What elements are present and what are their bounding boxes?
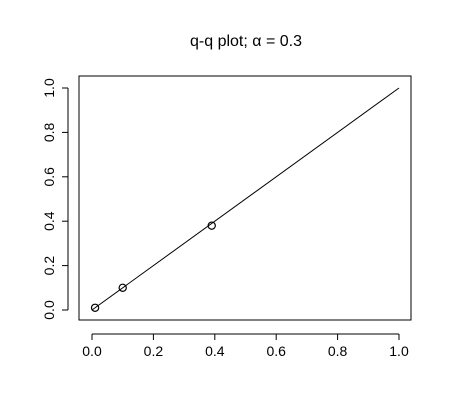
x-tick-label: 0.0 — [82, 343, 102, 359]
reference-line-group — [92, 88, 399, 310]
x-tick-label: 0.2 — [144, 343, 164, 359]
x-tick-label: 1.0 — [389, 343, 409, 359]
y-tick-label: 0.2 — [41, 256, 57, 276]
x-tick-label: 0.4 — [205, 343, 225, 359]
reference-line — [92, 88, 399, 310]
x-tick-label: 0.8 — [328, 343, 348, 359]
y-tick-label: 0.4 — [41, 211, 57, 231]
x-tick-label: 0.6 — [266, 343, 286, 359]
chart-title: q-q plot; α = 0.3 — [190, 33, 302, 50]
x-axis: 0.0 0.2 0.4 0.6 0.8 1.0 — [82, 334, 409, 359]
y-tick-label: 1.0 — [41, 78, 57, 98]
y-tick-label: 0.8 — [41, 122, 57, 142]
y-tick-label: 0.6 — [41, 167, 57, 187]
y-tick-label: 0.0 — [41, 300, 57, 320]
data-points — [91, 222, 215, 311]
y-axis: 0.0 0.2 0.4 0.6 0.8 1.0 — [41, 78, 68, 320]
